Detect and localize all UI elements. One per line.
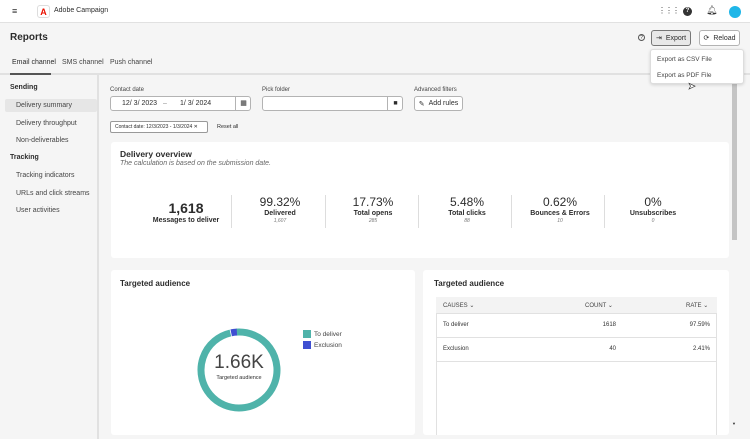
- sidebar-item-urls[interactable]: URLs and click streams: [16, 190, 90, 197]
- add-rules-button[interactable]: ✎ Add rules: [414, 96, 463, 111]
- export-button[interactable]: ⇥ Export: [651, 30, 691, 46]
- pencil-icon: ✎: [418, 100, 425, 108]
- tab-active-indicator: [10, 73, 51, 75]
- info-icon[interactable]: ?: [638, 34, 645, 41]
- table-row: [436, 337, 717, 338]
- reload-icon: ⟳: [703, 35, 710, 42]
- page-title: Reports: [10, 32, 48, 43]
- export-menu: Export as CSV File Export as PDF File: [650, 49, 744, 84]
- legend-swatch: [303, 341, 311, 349]
- adobe-logo: A: [37, 5, 50, 18]
- table-row: [436, 361, 717, 362]
- scrollbar-thumb[interactable]: [732, 84, 737, 240]
- app-title: Adobe Campaign: [54, 7, 109, 14]
- metric: 0% Unsubscribes 0: [629, 195, 677, 224]
- metric-divider: [511, 195, 512, 228]
- bell-icon[interactable]: 🔔︎: [706, 5, 718, 15]
- mouse-cursor-icon: ➤: [688, 81, 696, 92]
- scroll-down-arrow[interactable]: ▼: [732, 421, 736, 426]
- reset-all-link[interactable]: Reset all: [217, 124, 239, 130]
- donut-slice-exclusion[interactable]: [230, 328, 238, 337]
- metric: 17.73% Total opens 285: [352, 195, 394, 224]
- legend-item: To deliver: [303, 330, 342, 338]
- tab-email[interactable]: Email channel: [12, 59, 56, 66]
- metric: 0.62% Bounces & Errors 10: [530, 195, 590, 224]
- audience-chart-title: Targeted audience: [120, 279, 191, 288]
- reload-button[interactable]: ⟳ Reload: [699, 30, 740, 46]
- help-icon[interactable]: ?: [683, 7, 692, 16]
- export-pdf-item[interactable]: Export as PDF File: [657, 72, 712, 79]
- metric: 5.48% Total clicks 88: [448, 195, 486, 224]
- legend-swatch: [303, 330, 311, 338]
- avatar[interactable]: [729, 6, 741, 18]
- export-csv-item[interactable]: Export as CSV File: [657, 56, 712, 63]
- metric-divider: [325, 195, 326, 228]
- sidebar-item-delivery-throughput[interactable]: Delivery throughput: [16, 120, 77, 127]
- donut-chart: [197, 328, 281, 412]
- overview-title: Delivery overview: [120, 149, 192, 159]
- overview-subtitle: The calculation is based on the submissi…: [120, 160, 271, 167]
- sidebar-item-non-deliverables[interactable]: Non-deliverables: [16, 137, 69, 144]
- apps-grid-icon[interactable]: ⋮⋮⋮: [658, 6, 680, 15]
- audience-table-title: Targeted audience: [434, 279, 505, 288]
- sidebar-section-sending: Sending: [10, 84, 38, 91]
- menu-icon[interactable]: ≡: [12, 6, 18, 16]
- metric-divider: [418, 195, 419, 228]
- metric: 1,618 Messages to deliver: [152, 200, 220, 224]
- donut-center-value: 1.66K: [214, 352, 264, 373]
- donut-slice-to-deliver[interactable]: [197, 328, 281, 412]
- table-header: [436, 297, 717, 314]
- close-icon[interactable]: ✕: [193, 124, 198, 130]
- export-icon: ⇥: [655, 35, 662, 42]
- advanced-filters-label: Advanced filters: [414, 87, 457, 93]
- legend-item: Exclusion: [303, 341, 342, 349]
- contact-date-label: Contact date: [110, 87, 145, 93]
- folder-icon[interactable]: ■: [387, 97, 403, 110]
- sidebar-item-delivery-summary[interactable]: Delivery summary: [5, 99, 97, 112]
- tab-sms[interactable]: SMS channel: [62, 59, 104, 66]
- top-bar: ≡ A Adobe Campaign ⋮⋮⋮ ? 🔔︎: [0, 0, 750, 23]
- pick-folder-field[interactable]: ■: [262, 96, 403, 111]
- sidebar-item-user-activities[interactable]: User activities: [16, 207, 60, 214]
- metric-divider: [231, 195, 232, 228]
- column-count[interactable]: COUNT ⌄: [585, 303, 613, 309]
- metric-divider: [604, 195, 605, 228]
- sidebar-section-tracking: Tracking: [10, 154, 39, 161]
- donut-center-label: Targeted audience: [216, 375, 262, 381]
- pick-folder-label: Pick folder: [262, 87, 291, 93]
- filter-chip[interactable]: Contact date: 12/3/2023 - 1/3/2024 ✕: [110, 121, 208, 133]
- sidebar-item-tracking-indicators[interactable]: Tracking indicators: [16, 172, 75, 179]
- table-body: [436, 313, 717, 435]
- tab-bar: [0, 73, 750, 75]
- column-rate[interactable]: RATE ⌄: [686, 303, 709, 309]
- column-causes[interactable]: CAUSES ⌄: [443, 303, 475, 309]
- tab-push[interactable]: Push channel: [110, 59, 153, 66]
- calendar-icon[interactable]: ▦: [235, 97, 251, 110]
- contact-date-field[interactable]: 12/ 3/ 2023 – 1/ 3/ 2024 ▦: [110, 96, 251, 111]
- chart-legend: To deliver Exclusion: [303, 330, 342, 352]
- sidebar-divider: [97, 75, 99, 439]
- audience-chart-card: [111, 270, 415, 435]
- metric: 99.32% Delivered 1,607: [259, 195, 301, 224]
- delivery-overview-card: [111, 142, 729, 258]
